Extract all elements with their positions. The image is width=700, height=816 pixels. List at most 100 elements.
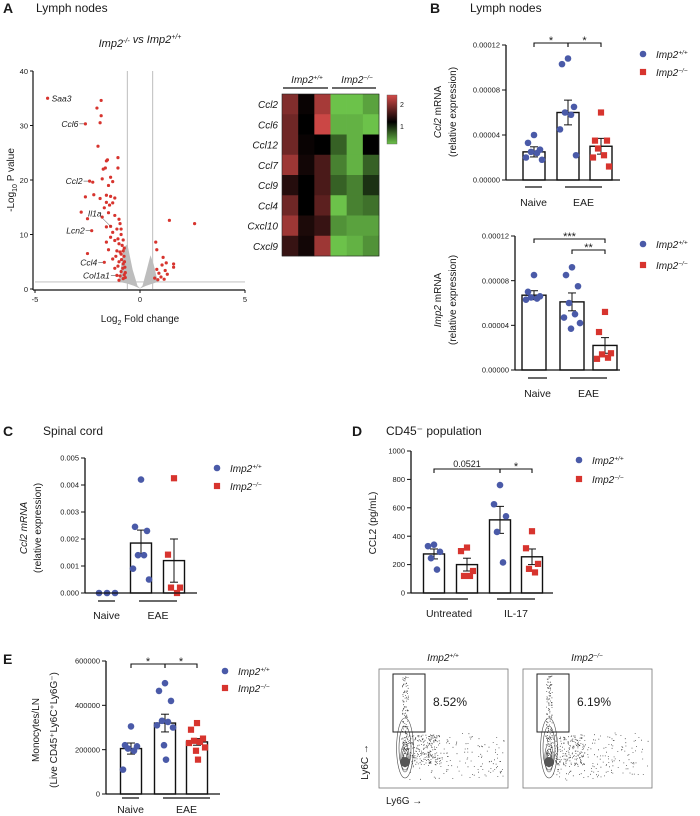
significant-gene-point <box>165 272 169 276</box>
genotype-label-wt: Imp2+/+ <box>427 653 459 665</box>
data-point-square <box>594 145 602 152</box>
heatmap-cell <box>346 215 364 237</box>
heatmap-cell <box>362 195 380 216</box>
y-tick-label: 0.00008 <box>473 86 500 95</box>
significant-gene-point <box>154 240 158 244</box>
heatmap-cell <box>362 175 380 196</box>
significant-gene-point <box>98 121 102 125</box>
heatmap-cell <box>298 175 315 196</box>
heatmap-row-label: Cxcl9 <box>253 242 278 253</box>
subtitle-part: vs Imp2 <box>130 34 172 46</box>
y-axis-title: CCL2 (pg/mL) <box>368 492 379 555</box>
significant-gene-point <box>105 158 110 162</box>
y-tick-label: 0.00000 <box>473 176 500 185</box>
flow-cytometry-plots: Imp2+/+8.52%Imp2−/−6.19%Ly6C →Ly6G → <box>360 653 653 807</box>
heatmap-cell <box>346 195 364 216</box>
data-point-circle <box>162 756 170 763</box>
y-axis-subtitle: (relative expression) <box>33 483 44 573</box>
genotype-superscript: −/− <box>252 482 262 489</box>
density-core <box>400 757 410 767</box>
genotype-label-wt: Imp2+/+ <box>230 464 262 476</box>
genotype-superscript: −/− <box>593 653 603 660</box>
labeled-gene-point <box>115 273 119 277</box>
data-point-circle <box>119 766 127 773</box>
genotype-base: Imp2 <box>656 68 679 79</box>
gene-label: Il1a <box>88 208 102 218</box>
genotype-superscript: +/+ <box>313 75 323 82</box>
significant-gene-point <box>172 262 176 266</box>
data-point-square <box>170 475 178 482</box>
data-point-circle <box>158 717 166 725</box>
panel-letter-b: B <box>430 0 440 16</box>
data-point-circle <box>129 565 137 572</box>
gene-label: Ccl4 <box>80 257 97 267</box>
significant-gene-point <box>118 250 122 254</box>
y-axis-subtitle: (relative expression) <box>448 255 459 345</box>
x-tick-label: 0 <box>138 295 142 304</box>
significant-gene-point <box>153 276 157 280</box>
data-point-square <box>199 735 207 742</box>
group-label: Naive <box>520 197 547 209</box>
data-point-circle <box>562 271 570 279</box>
significant-gene-point <box>113 266 117 270</box>
y-axis-title: -Log10 P value <box>6 148 19 212</box>
heatmap-cell <box>314 175 331 196</box>
data-point-circle <box>155 687 163 695</box>
panel-title-b: Lymph nodes <box>470 1 542 15</box>
data-point-circle <box>574 282 582 290</box>
significant-gene-point <box>159 275 163 279</box>
flow-plot-ko: Imp2−/− 6.19% <box>522 653 653 789</box>
data-point-circle <box>567 325 575 332</box>
genotype-label-ko: Imp2−/− <box>656 261 688 273</box>
y-axis-title: Imp2 mRNA <box>433 272 444 327</box>
heatmap-row-label: Cxcl10 <box>247 222 278 233</box>
heatmap-row-label: Ccl7 <box>258 161 278 172</box>
y-tick-label: 600 <box>392 503 405 512</box>
y-tick-label: 200000 <box>75 745 100 754</box>
significant-gene-point <box>116 166 120 170</box>
significant-gene-point <box>121 249 125 253</box>
heatmap-cell <box>346 235 364 257</box>
significant-gene-point <box>160 263 164 267</box>
data-point-circle <box>522 296 530 303</box>
y-axis-title: Ccl2 mRNA <box>19 502 30 555</box>
y-tick-label: 1000 <box>388 447 405 456</box>
genotype-superscript: +/+ <box>678 50 688 57</box>
genotype-superscript: +/+ <box>678 240 688 247</box>
data-point-circle <box>493 528 501 536</box>
x-axis-title: Log2 Fold change <box>101 314 180 327</box>
significant-gene-point <box>104 240 108 244</box>
group-label: EAE <box>578 388 599 400</box>
significant-gene-point <box>157 271 161 275</box>
flow-plot-frame <box>378 668 509 789</box>
genotype-base: Imp2 <box>656 261 679 272</box>
gate-rectangle <box>536 673 570 733</box>
y-axis-title: Ccl2 mRNA <box>433 86 444 139</box>
data-point-square <box>534 560 542 567</box>
density-contour <box>544 743 554 773</box>
heatmap-cell <box>298 154 315 176</box>
gene-label: Ccl2 <box>66 176 83 186</box>
significant-gene-point <box>111 180 115 184</box>
heatmap-cell <box>346 154 364 176</box>
data-point-circle <box>639 50 647 58</box>
x-tick-label: -5 <box>32 295 39 304</box>
data-point-square <box>164 551 172 558</box>
y-tick-label: 0.00004 <box>482 321 509 330</box>
genotype-base: Imp2 <box>238 667 261 678</box>
y-axis-title-text: Monocytes/LN <box>31 698 42 762</box>
data-point-circle <box>124 745 132 752</box>
data-point-square <box>167 584 175 591</box>
significant-gene-point <box>115 249 119 253</box>
genotype-label-wt: Imp2+/+ <box>592 456 624 468</box>
data-point-circle <box>530 131 538 139</box>
genotype-base: Imp2 <box>656 50 679 61</box>
data-point-square <box>593 355 601 362</box>
significance-label: ** <box>584 242 593 254</box>
data-point-square <box>176 584 184 591</box>
significance-bracket <box>567 42 602 47</box>
y-tick-label: 0.002 <box>60 535 79 544</box>
significant-gene-point <box>104 225 108 229</box>
significant-gene-point <box>107 203 112 207</box>
data-point-circle <box>527 148 535 156</box>
